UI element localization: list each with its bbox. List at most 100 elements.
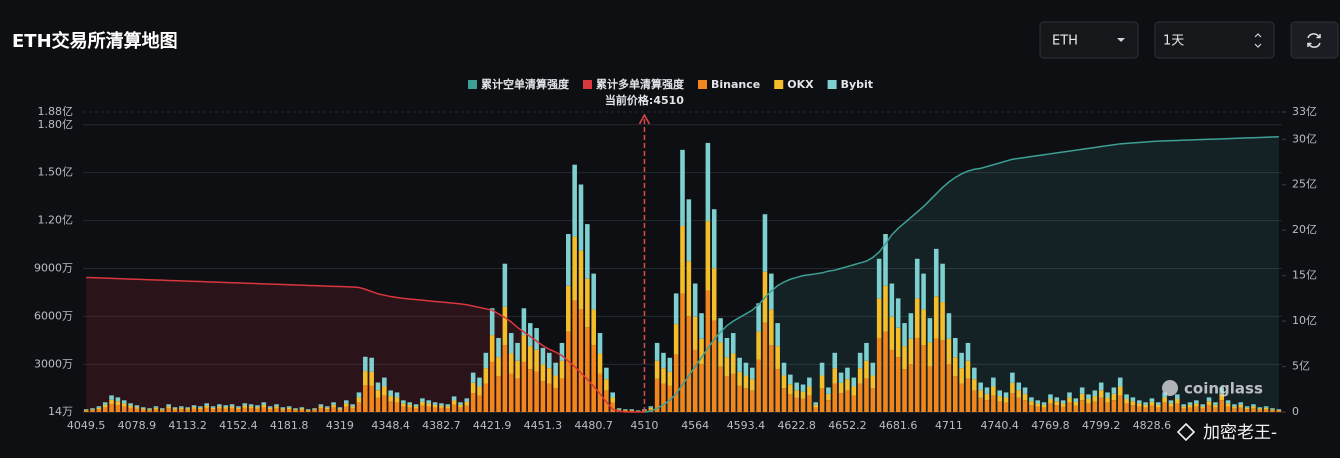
select-box[interactable]: [1039, 21, 1139, 59]
bar: [1010, 382, 1015, 394]
bar: [1270, 409, 1275, 411]
chevron-icon[interactable]: [1254, 33, 1262, 48]
bar: [369, 357, 374, 372]
bar: [267, 409, 273, 412]
caret-icon[interactable]: [1117, 38, 1125, 42]
bar: [1219, 400, 1225, 412]
bar: [286, 406, 292, 408]
x-tick-label: 4181.8: [270, 419, 309, 432]
bar: [1117, 377, 1123, 387]
bar: [889, 349, 895, 412]
select-value[interactable]: 1天: [1163, 34, 1184, 49]
bar: [496, 376, 501, 412]
refresh-button[interactable]: [1290, 21, 1339, 59]
bar: [661, 368, 666, 384]
bar: [477, 386, 482, 396]
author-watermark: 加密老王-: [1176, 422, 1277, 443]
y-tick-label: 3000万: [34, 357, 73, 370]
bar: [134, 408, 140, 412]
bar: [851, 395, 857, 412]
bar: [984, 400, 990, 412]
bar: [1060, 400, 1066, 404]
select-value[interactable]: ETH: [1052, 34, 1078, 49]
bar: [109, 395, 114, 400]
bar: [1232, 404, 1237, 407]
bar: [160, 408, 165, 410]
bar: [451, 400, 457, 405]
bar: [464, 398, 470, 402]
legend-label: OKX: [787, 78, 814, 91]
bar: [312, 409, 317, 411]
bar: [134, 407, 140, 409]
bar: [477, 395, 482, 412]
bar: [769, 345, 774, 412]
bar: [997, 390, 1002, 397]
bar: [616, 408, 622, 410]
bar: [83, 409, 89, 411]
bar: [236, 406, 241, 408]
bar: [375, 382, 381, 391]
bar: [521, 361, 527, 412]
bar: [807, 386, 812, 396]
bar: [1086, 394, 1091, 400]
bar: [940, 263, 945, 303]
legend-marker: [583, 80, 592, 89]
bar: [1244, 409, 1250, 412]
bar: [489, 308, 495, 336]
coin-select[interactable]: ETH: [1039, 21, 1139, 59]
select-box[interactable]: [1154, 21, 1275, 59]
bar: [902, 369, 907, 412]
bar: [426, 406, 432, 412]
bar: [730, 373, 736, 412]
bar: [1105, 392, 1110, 398]
bar: [217, 404, 222, 407]
bar: [356, 397, 362, 403]
bar: [401, 406, 406, 412]
legend-label: Binance: [711, 78, 760, 91]
bar: [369, 385, 374, 412]
bar: [788, 394, 793, 412]
bar: [1022, 387, 1028, 394]
bar: [318, 404, 324, 407]
coinglass-logo: coinglass: [1162, 380, 1263, 398]
period-select[interactable]: 1天: [1154, 21, 1275, 59]
bar: [229, 406, 235, 409]
bar: [502, 263, 508, 307]
y-tick-label: 14万: [48, 405, 73, 418]
bar: [978, 397, 983, 412]
button-box[interactable]: [1290, 21, 1339, 59]
bar: [1124, 394, 1129, 400]
bar: [286, 407, 292, 410]
bar: [413, 404, 419, 407]
bar: [883, 285, 888, 332]
bar: [318, 408, 324, 412]
bar: [604, 379, 609, 391]
bar: [407, 404, 412, 408]
y-tick-label: 1.20亿: [38, 214, 74, 227]
x-tick-label: 4451.3: [524, 419, 563, 432]
bar: [1244, 407, 1250, 410]
bar: [1251, 408, 1256, 412]
bar: [876, 258, 882, 299]
bar: [1175, 403, 1180, 412]
bar: [1130, 397, 1136, 402]
bar: [1206, 405, 1212, 412]
bar: [445, 404, 451, 407]
lines: [86, 135, 1279, 413]
refresh-icon[interactable]: [1307, 33, 1321, 48]
bar: [972, 367, 977, 380]
bar: [623, 410, 628, 411]
bar: [147, 409, 152, 411]
bar: [1200, 404, 1205, 407]
bar: [1143, 404, 1148, 408]
bar: [1194, 403, 1199, 407]
bar: [464, 405, 470, 412]
bar: [1225, 403, 1231, 407]
bar: [984, 387, 990, 394]
bar: [692, 283, 698, 317]
bar: [673, 324, 679, 355]
y2-tick-label: 25亿: [1292, 178, 1317, 191]
bar: [1079, 387, 1085, 394]
